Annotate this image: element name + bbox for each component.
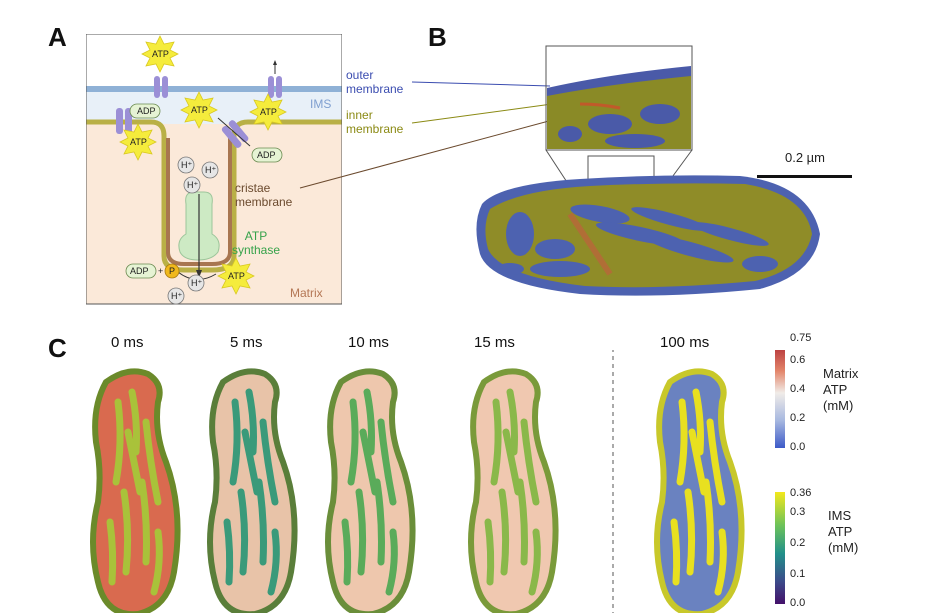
proton-label-4: H⁺	[191, 278, 203, 288]
time-label-0: 0 ms	[111, 334, 144, 351]
proton-4	[187, 274, 205, 292]
outer-transporter-1	[154, 76, 168, 98]
atp-star-synthase-label: ATP	[228, 271, 245, 281]
inner-membrane-leader	[411, 103, 553, 124]
outer-membrane-leader	[411, 81, 551, 87]
zoom-inset-frame	[545, 45, 693, 151]
inner-membrane-label: inner membrane	[346, 108, 404, 136]
inner-transporter-2	[221, 120, 249, 148]
time-label-4: 100 ms	[660, 334, 710, 351]
proton-label-5: H⁺	[171, 291, 183, 301]
proton-1	[177, 156, 195, 174]
panel-c-snapshots	[0, 350, 785, 613]
panel-a-schematic	[86, 34, 342, 305]
adp-box-synthase-label: ADP	[130, 266, 149, 276]
ims-label: IMS	[310, 97, 332, 111]
ims-tick-3: 0.1	[790, 568, 806, 580]
inner-transporter-1	[116, 108, 132, 134]
adp-box-synthase	[125, 263, 157, 279]
time-label-3: 15 ms	[474, 334, 515, 351]
matrix-tick-0: 0.75	[790, 332, 812, 344]
time-label-2: 10 ms	[348, 334, 389, 351]
adp-box-matrix	[251, 147, 283, 163]
atp-star-top	[141, 35, 179, 73]
ims-tick-0: 0.36	[790, 487, 812, 499]
ims-tick-2: 0.2	[790, 537, 806, 549]
ims-tick-4: 0.0	[790, 597, 806, 609]
cristae-membrane	[166, 138, 232, 266]
plus-sign: +	[158, 266, 164, 276]
atp-star-matrix-left	[119, 123, 157, 161]
cristae-membrane-label: cristae membrane	[235, 181, 293, 209]
matrix-tick-2: 0.4	[790, 383, 806, 395]
atp-star-ims-right-label: ATP	[260, 107, 277, 117]
ims-colorbar	[775, 492, 785, 604]
proton-2	[201, 161, 219, 179]
ims-tick-1: 0.3	[790, 506, 806, 518]
scale-bar-label: 0.2 µm	[785, 150, 826, 165]
panel-label-c: C	[48, 333, 67, 363]
phosphate-label: P	[169, 266, 176, 276]
outer-membrane	[86, 86, 342, 92]
atp-star-top-label: ATP	[152, 49, 169, 59]
matrix-colorbar	[775, 350, 785, 448]
adp-box-ims-label: ADP	[137, 106, 156, 116]
outer-transporter-2	[268, 76, 282, 98]
proton-3	[183, 176, 201, 194]
snapshot-100ms	[657, 371, 742, 613]
matrix-label: Matrix	[290, 286, 323, 300]
proton-5	[167, 287, 185, 305]
proton-label-2: H⁺	[205, 165, 217, 175]
proton-label-1: H⁺	[181, 160, 193, 170]
matrix-tick-1: 0.6	[790, 354, 806, 366]
atp-synthase-label: ATP synthase	[232, 229, 281, 257]
matrix-colorbar-title: Matrix ATP (mM)	[823, 366, 859, 413]
phosphate-circle	[164, 263, 180, 279]
snapshot-5ms	[210, 371, 295, 613]
cristae-folds	[496, 204, 778, 277]
time-label-1: 5 ms	[230, 334, 263, 351]
atp-star-matrix-left-label: ATP	[130, 137, 147, 147]
snapshot-15ms	[471, 371, 556, 613]
cristae-membrane-leader	[299, 117, 561, 189]
atp-star-ims-right	[249, 93, 287, 131]
snapshot-0ms	[93, 371, 178, 613]
panel-label-b: B	[428, 22, 447, 52]
cristae-junction	[567, 212, 613, 276]
matrix-tick-4: 0.0	[790, 441, 806, 453]
panel-label-a: A	[48, 22, 67, 52]
atp-star-ims-label: ATP	[191, 105, 208, 115]
outer-membrane-label: outer membrane	[346, 68, 404, 96]
zoom-inset-content	[547, 66, 691, 149]
adp-box-ims	[129, 103, 161, 119]
snapshot-10ms	[328, 371, 413, 613]
atp-star-ims	[180, 91, 218, 129]
atp-star-synthase	[217, 257, 255, 295]
matrix-tick-3: 0.2	[790, 412, 806, 424]
ims-colorbar-title: IMS ATP (mM)	[828, 508, 859, 555]
proton-label-3: H⁺	[187, 180, 199, 190]
leader-lines	[299, 81, 561, 189]
panel-b-reconstruction	[476, 45, 820, 296]
adp-box-matrix-label: ADP	[257, 150, 276, 160]
scale-bar	[757, 175, 852, 178]
